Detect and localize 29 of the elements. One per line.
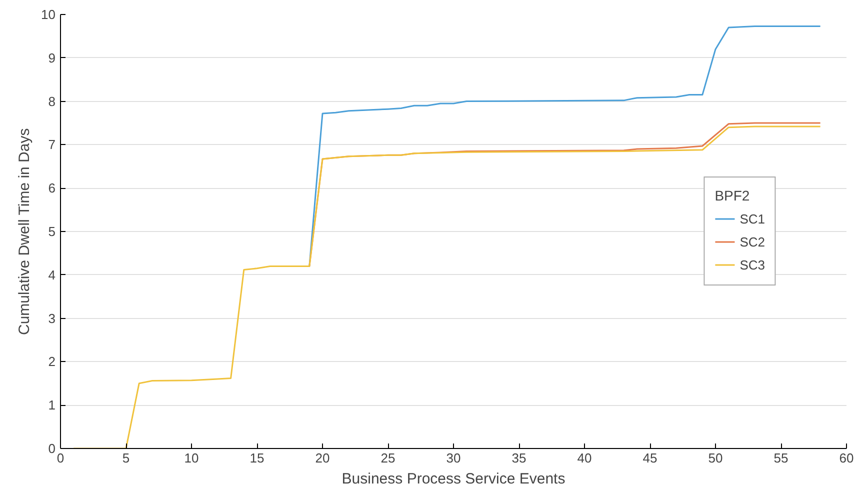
x-tick-label: 30 [446, 450, 461, 466]
x-tick-label: 40 [577, 450, 592, 466]
x-tick-label: 25 [380, 450, 396, 466]
y-axis-title: Cumulative Dwell Time in Days [16, 128, 34, 335]
y-tick-label: 8 [48, 94, 56, 109]
x-axis-title: Business Process Service Events [342, 470, 566, 488]
x-tick-label: 60 [839, 450, 854, 466]
x-tick-label: 45 [642, 450, 658, 466]
x-tick-label: 15 [250, 450, 264, 466]
x-tick-label: 50 [708, 450, 723, 466]
x-tick-label: 35 [512, 450, 526, 466]
x-tick-label: 10 [184, 450, 199, 466]
y-tick-label: 9 [48, 50, 56, 66]
x-tick-label: 5 [122, 450, 130, 466]
y-tick-label: 5 [48, 224, 56, 239]
y-tick-label: 3 [48, 310, 56, 326]
x-tick-label: 55 [774, 450, 788, 466]
y-tick-label: 2 [48, 354, 56, 370]
y-tick-label: 10 [41, 7, 56, 22]
legend-label: SC3 [740, 257, 765, 272]
y-tick-label: 7 [48, 137, 56, 152]
y-tick-label: 0 [48, 441, 56, 456]
y-tick-label: 6 [48, 180, 56, 196]
x-tick-label: 20 [315, 450, 330, 466]
legend-label: SC1 [740, 211, 765, 226]
legend-label: SC2 [740, 234, 765, 249]
y-tick-label: 1 [48, 398, 56, 413]
legend-title: BPF2 [714, 188, 751, 204]
y-tick-label: 4 [48, 267, 56, 282]
